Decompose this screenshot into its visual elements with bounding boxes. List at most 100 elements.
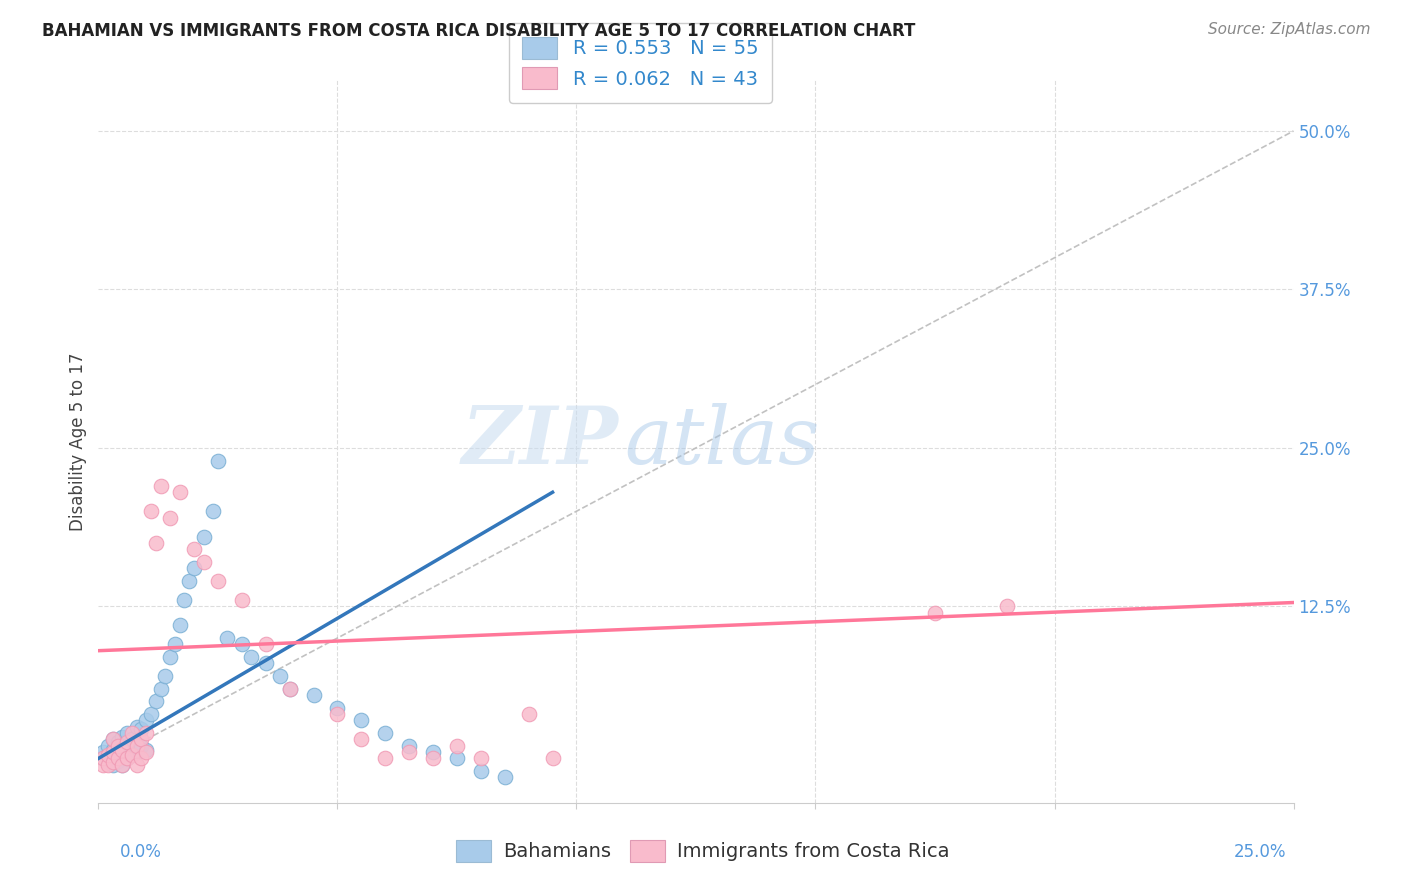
Point: [101, 732, 124, 747]
Point: [91, 751, 114, 765]
Point: [541, 751, 564, 765]
Point: [446, 751, 468, 765]
Point: [422, 751, 444, 765]
Point: [159, 510, 181, 524]
Point: [121, 732, 143, 747]
Point: [111, 747, 134, 762]
Point: [91, 745, 114, 759]
Point: [139, 504, 162, 518]
Point: [121, 747, 143, 762]
Point: [193, 555, 215, 569]
Point: [101, 745, 124, 759]
Point: [302, 688, 325, 702]
Point: [131, 723, 153, 737]
Point: [183, 542, 205, 557]
Point: [149, 479, 172, 493]
Point: [131, 732, 153, 747]
Point: [470, 764, 492, 778]
Point: [111, 742, 134, 756]
Point: [446, 739, 468, 753]
Point: [231, 637, 253, 651]
Point: [924, 606, 946, 620]
Point: [111, 757, 134, 772]
Point: [101, 756, 124, 770]
Point: [101, 732, 124, 747]
Point: [350, 732, 373, 747]
Point: [269, 669, 291, 683]
Point: [135, 745, 157, 759]
Point: [470, 751, 492, 765]
Point: [169, 618, 191, 632]
Point: [111, 739, 134, 753]
Point: [115, 741, 138, 756]
Point: [107, 739, 129, 753]
Legend: Bahamians, Immigrants from Costa Rica: Bahamians, Immigrants from Costa Rica: [441, 824, 965, 878]
Point: [254, 657, 277, 671]
Legend: R = 0.553   N = 55, R = 0.062   N = 43: R = 0.553 N = 55, R = 0.062 N = 43: [509, 23, 772, 103]
Text: ZIP: ZIP: [461, 403, 619, 480]
Point: [278, 681, 301, 696]
Point: [155, 669, 177, 683]
Point: [107, 751, 129, 765]
Point: [97, 747, 120, 762]
Point: [398, 745, 420, 759]
Point: [179, 574, 201, 588]
Point: [169, 485, 191, 500]
Point: [193, 530, 215, 544]
Point: [145, 536, 167, 550]
Point: [125, 757, 148, 772]
Point: [115, 751, 138, 765]
Text: 25.0%: 25.0%: [1234, 843, 1286, 861]
Point: [254, 637, 277, 651]
Point: [107, 735, 129, 749]
Point: [398, 739, 420, 753]
Point: [111, 730, 134, 744]
Point: [101, 751, 124, 765]
Point: [115, 735, 138, 749]
Point: [97, 756, 120, 770]
Point: [131, 739, 153, 753]
Point: [135, 714, 157, 728]
Point: [101, 742, 124, 756]
Point: [207, 574, 229, 588]
Point: [97, 739, 120, 753]
Point: [374, 726, 396, 740]
Point: [125, 745, 148, 759]
Text: atlas: atlas: [624, 403, 820, 480]
Point: [231, 593, 253, 607]
Point: [173, 593, 195, 607]
Point: [145, 694, 167, 708]
Point: [326, 707, 349, 722]
Point: [101, 757, 124, 772]
Point: [139, 707, 162, 722]
Point: [125, 720, 148, 734]
Point: [121, 747, 143, 762]
Point: [91, 751, 114, 765]
Point: [207, 453, 229, 467]
Y-axis label: Disability Age 5 to 17: Disability Age 5 to 17: [69, 352, 87, 531]
Point: [240, 650, 263, 665]
Point: [422, 745, 444, 759]
Point: [125, 739, 148, 753]
Point: [350, 714, 373, 728]
Point: [517, 707, 540, 722]
Point: [111, 757, 134, 772]
Point: [115, 751, 138, 765]
Point: [121, 726, 143, 740]
Point: [217, 631, 239, 645]
Text: 0.0%: 0.0%: [120, 843, 162, 861]
Point: [115, 726, 138, 740]
Text: BAHAMIAN VS IMMIGRANTS FROM COSTA RICA DISABILITY AGE 5 TO 17 CORRELATION CHART: BAHAMIAN VS IMMIGRANTS FROM COSTA RICA D…: [42, 22, 915, 40]
Point: [159, 650, 181, 665]
Point: [374, 751, 396, 765]
Point: [494, 771, 516, 785]
Point: [97, 747, 120, 762]
Point: [135, 742, 157, 756]
Point: [131, 751, 153, 765]
Point: [97, 757, 120, 772]
Point: [91, 757, 114, 772]
Point: [202, 504, 225, 518]
Text: Source: ZipAtlas.com: Source: ZipAtlas.com: [1208, 22, 1371, 37]
Point: [149, 681, 172, 696]
Point: [135, 726, 157, 740]
